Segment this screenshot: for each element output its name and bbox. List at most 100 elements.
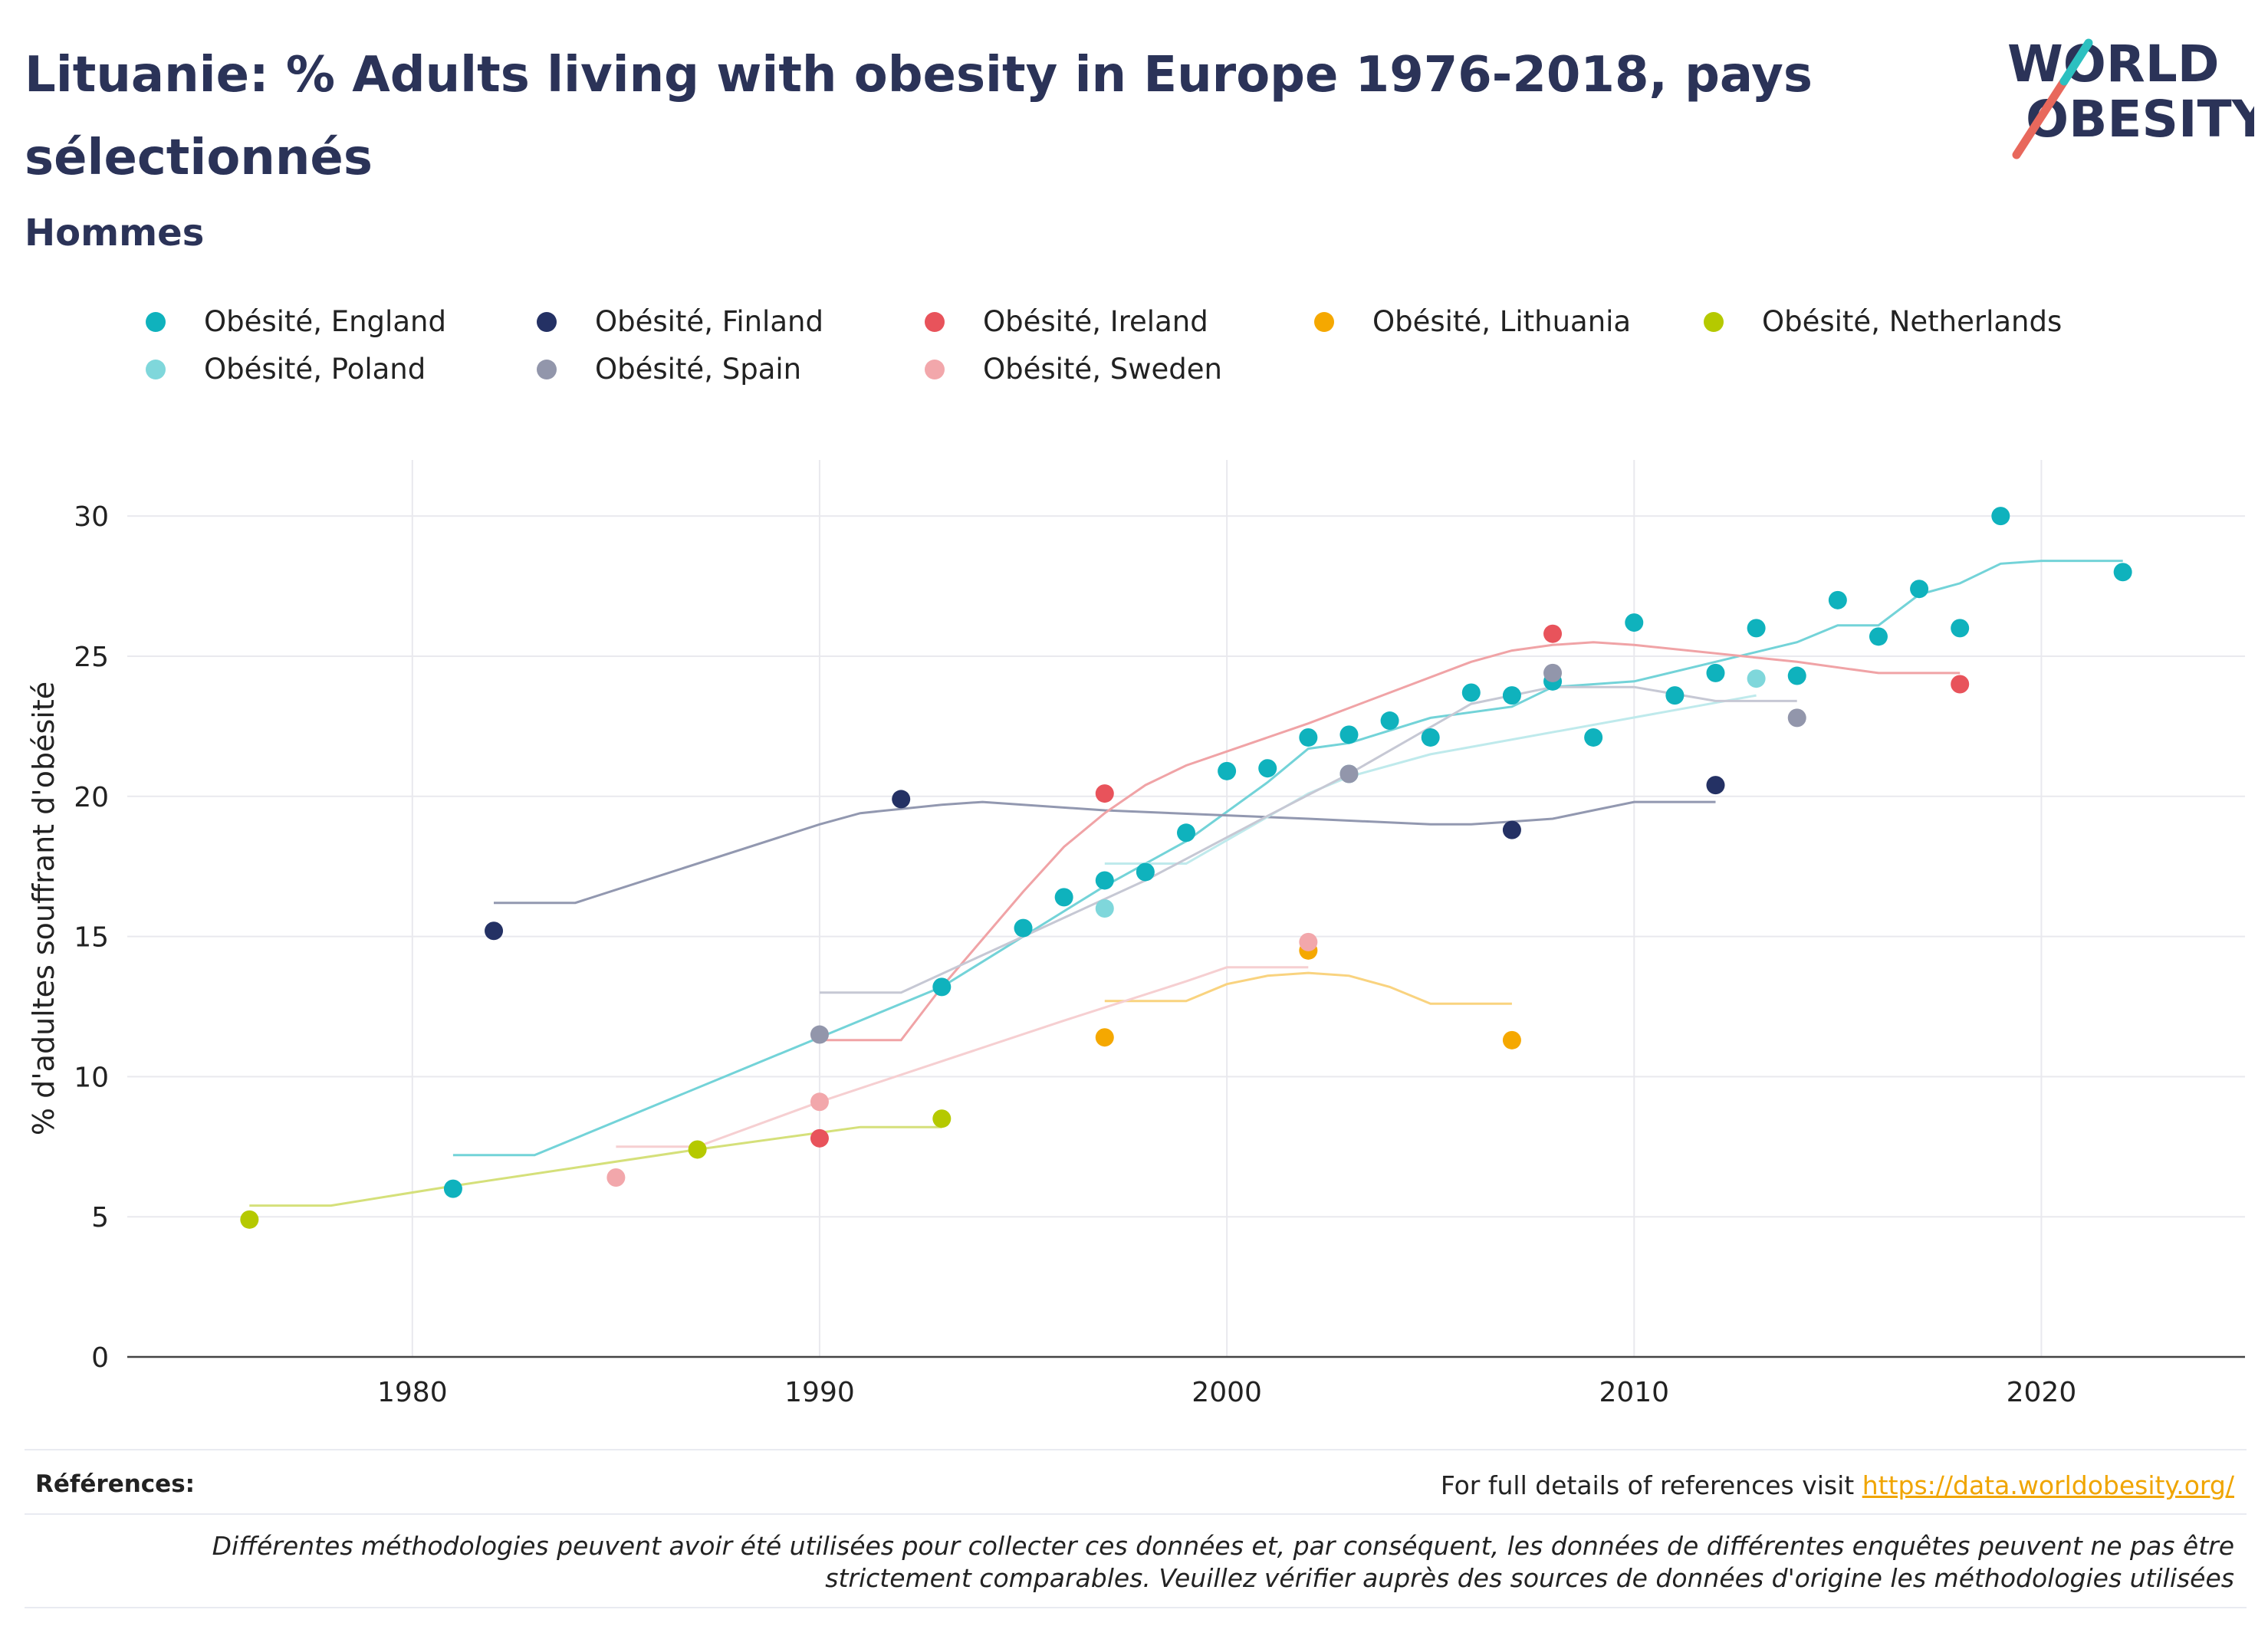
data-point [1625,613,1644,632]
data-point [485,921,504,941]
methodology-disclaimer: Différentes méthodologies peuvent avoir … [212,1531,2234,1593]
logo-line2: OBESITY [2026,90,2254,149]
y-tick-label: 15 [74,922,109,954]
data-point [1828,590,1847,609]
y-tick-label: 25 [74,642,109,673]
data-point [1747,619,1766,638]
footer-divider-middle [25,1513,2247,1515]
data-point [1299,728,1318,747]
data-point [892,790,911,809]
legend-item-lithuania[interactable]: Obésité, Lithuania [1314,305,1631,338]
trend-line [1104,971,1512,1005]
y-tick-label: 0 [91,1342,109,1374]
references-text: For full details of references visit htt… [1441,1470,2234,1500]
world-obesity-logo: WORLD OBESITY [1994,28,2268,166]
legend-item-sweden[interactable]: Obésité, Sweden [925,353,1222,386]
data-point [1787,708,1806,728]
references-label: Références: [35,1470,196,1498]
legend-item-poland[interactable]: Obésité, Poland [146,353,426,386]
data-point [810,1128,829,1148]
legend-label: Obésité, Ireland [983,305,1208,338]
trend-line [494,800,1716,905]
chart-legend: Obésité, England Obésité, Finland Obésité,… [146,305,2139,405]
legend-item-ireland[interactable]: Obésité, Ireland [925,305,1208,338]
logo-slash-red [2012,77,2069,159]
references-text-prefix: For full details of references visit [1440,1470,1855,1500]
data-point [1951,675,1970,694]
data-point [1421,728,1440,747]
logo-slash-teal [2059,38,2093,86]
data-point [1136,862,1155,882]
data-point [1258,759,1277,778]
chart-plot: 1980 1990 2000 2010 2020 0 5 10 15 20 25 30 % d'adul… [27,460,2245,1408]
data-point [1095,1028,1114,1047]
data-point [932,1109,952,1128]
data-point [932,977,952,997]
logo-graphic: WORLD OBESITY [2007,34,2268,159]
data-point [1339,725,1359,744]
legend-marker [146,359,166,379]
data-point [1951,619,1970,638]
data-point [1706,663,1725,682]
data-point [1218,761,1237,780]
data-point [1502,1030,1521,1050]
data-point [443,1179,462,1198]
data-point [606,1168,626,1187]
legend-label: Obésité, Netherlands [1762,305,2063,338]
data-point [1339,764,1359,783]
data-point [1095,871,1114,890]
data-point [1177,823,1195,843]
legend-item-netherlands[interactable]: Obésité, Netherlands [1704,305,2062,338]
legend-marker [537,311,557,332]
y-tick-label: 5 [91,1202,109,1233]
data-point [1014,918,1033,938]
data-point [1665,686,1685,705]
data-point [1543,624,1563,643]
legend-item-spain[interactable]: Obésité, Spain [537,353,801,386]
legend-label: Obésité, Finland [595,305,823,338]
data-point [1543,663,1563,682]
data-point [810,1025,829,1044]
legend-marker [1314,311,1334,332]
chart-title: Lituanie: % Adults living with obesity i… [25,47,1813,186]
legend-item-england[interactable]: Obésité, England [146,305,446,338]
legend-label: Obésité, Poland [204,353,426,386]
y-axis-label: % d'adultes souffrant d'obésité [27,682,61,1135]
footer-divider-top [25,1449,2247,1450]
data-point [240,1210,259,1229]
data-point [1584,728,1603,747]
y-tick-label: 20 [74,782,109,813]
data-point [1502,686,1521,705]
y-tick-label: 10 [74,1062,109,1093]
legend-label: Obésité, Sweden [983,353,1222,386]
data-point [810,1092,829,1112]
data-point [1299,932,1318,951]
legend-marker [146,311,166,332]
legend-marker [537,359,557,379]
trend-line [1104,694,1757,865]
data-point [1380,711,1399,731]
x-tick-label: 1990 [784,1377,855,1408]
x-tick-label: 2020 [2007,1377,2077,1408]
data-point [688,1140,707,1159]
legend-marker [1704,311,1724,332]
data-point [1502,820,1521,839]
trend-line [452,560,2123,1157]
legend-label: Obésité, England [204,305,446,338]
logo-line1: WORLD [2007,34,2220,94]
data-point [1461,683,1481,702]
data-point [1095,784,1114,803]
references-link[interactable]: https://data.worldobesity.org/ [1862,1470,2234,1500]
legend-label: Obésité, Lithuania [1372,305,1632,338]
data-point [1054,888,1073,907]
legend-label: Obésité, Spain [595,353,802,386]
data-point [1706,776,1725,795]
data-point [1787,666,1806,685]
legend-item-finland[interactable]: Obésité, Finland [537,305,823,338]
chart-subtitle: Hommes [25,212,205,255]
data-point [1991,507,2010,526]
data-point [1869,627,1888,646]
x-tick-label: 2000 [1192,1377,1262,1408]
data-point [1910,580,1929,599]
trend-line [820,641,1961,1042]
